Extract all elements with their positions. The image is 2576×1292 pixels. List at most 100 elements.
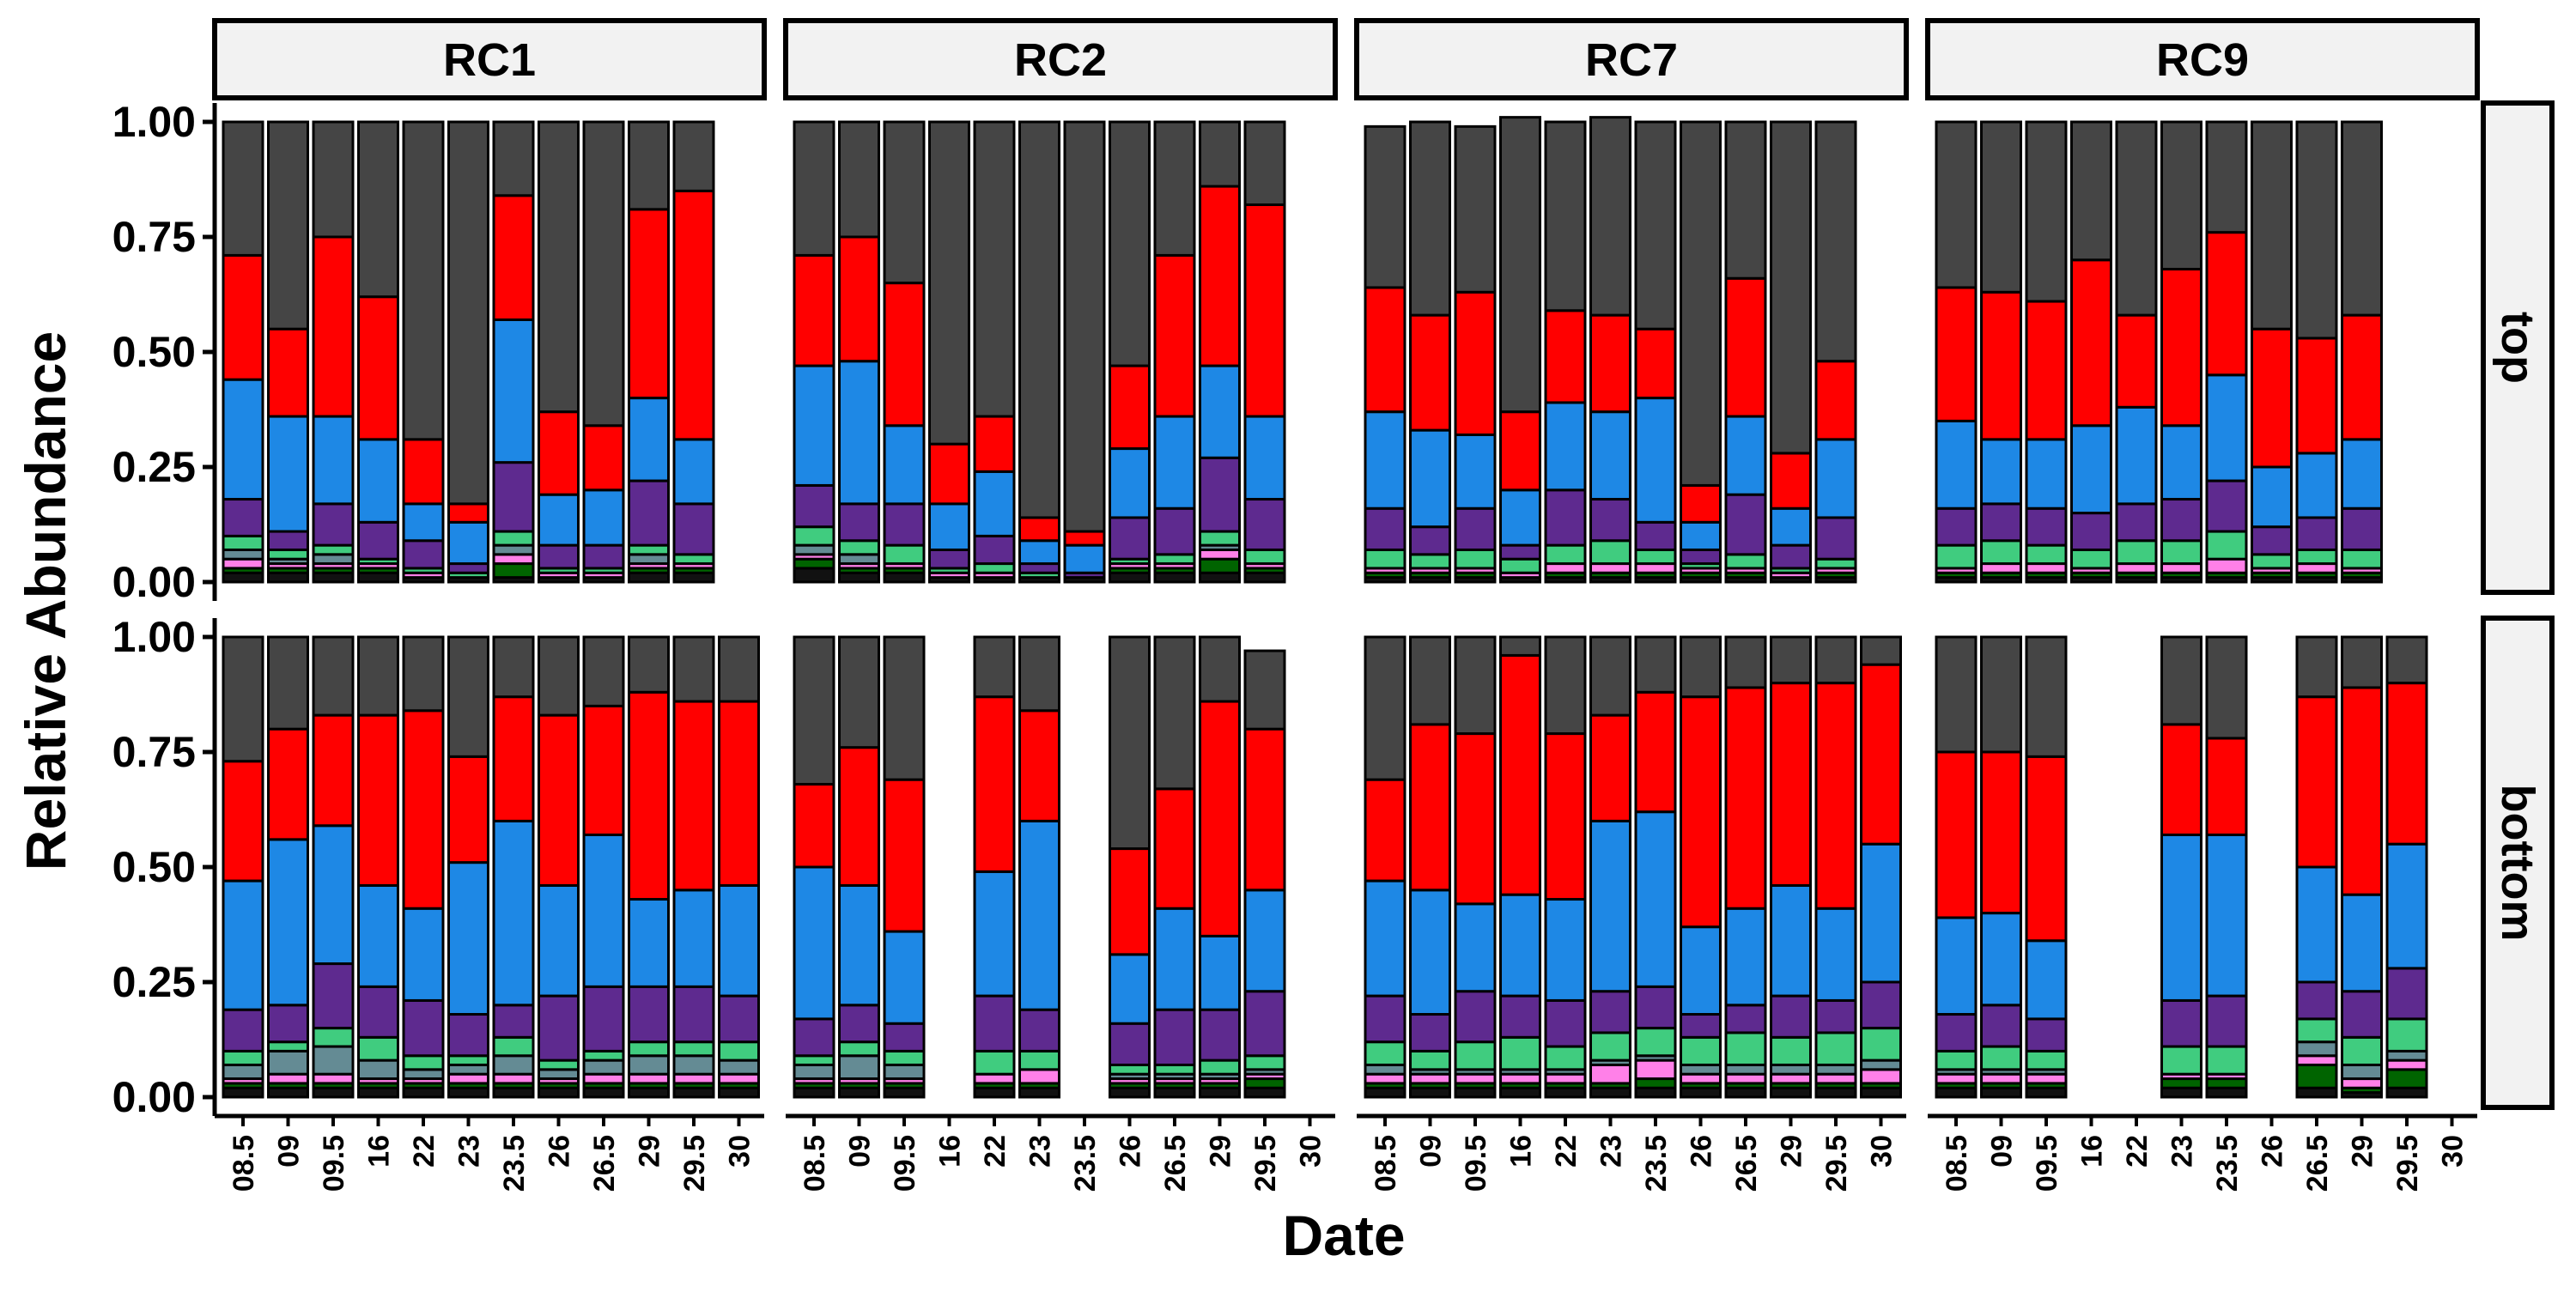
x-tick-label: 22 (2121, 1135, 2154, 1168)
bar-segment-purple (883, 502, 926, 547)
bar-segment-blue (447, 861, 489, 1016)
x-tick-label: 29.5 (1820, 1135, 1853, 1192)
bar-segment-gray (793, 635, 835, 786)
bar-segment-red (447, 755, 489, 864)
bar-segment-gray (2295, 635, 2338, 699)
x-tick-label: 08.5 (228, 1135, 260, 1192)
y-tick-label: 1.00 (112, 98, 196, 146)
bar-08.5 (222, 120, 264, 584)
bar-segment-red (2341, 686, 2383, 896)
bar-segment-gray (447, 635, 489, 758)
bar-segment-pink (1499, 1072, 1541, 1085)
bar-segment-green (628, 1040, 670, 1058)
bar-segment-dgreen (2385, 1068, 2428, 1089)
bar-segment-slate (628, 553, 670, 566)
bar-segment-black (1409, 1086, 1451, 1099)
x-tick-label: 26.5 (1159, 1135, 1192, 1192)
x-tick-label: 23 (2166, 1135, 2199, 1168)
bar-segment-red (1018, 709, 1060, 822)
bar-segment-blue (1544, 898, 1587, 1002)
bar-segment-slate (1364, 1063, 1406, 1076)
bar-segment-red (222, 760, 264, 883)
bar-segment-slate (883, 1063, 926, 1081)
bar-segment-green (1814, 1031, 1857, 1066)
x-tick-label: 23 (1024, 1135, 1057, 1168)
bar-segment-gray (1153, 635, 1196, 791)
bar-segment-purple (1544, 998, 1587, 1048)
bar-segment-red (1199, 185, 1241, 367)
bar-segment-purple (2251, 525, 2293, 556)
bar-16 (1499, 635, 1541, 1099)
bar-23 (447, 635, 489, 1099)
bar-segment-red (672, 189, 715, 441)
bar-segment-pink (2025, 1072, 2068, 1085)
bar-segment-purple (1770, 994, 1812, 1039)
bar-segment-red (628, 690, 670, 901)
x-tick-label: 08.5 (1370, 1135, 1402, 1192)
x-tick-label: 23 (1595, 1135, 1628, 1168)
panel-rc2-bottom (793, 635, 1286, 1099)
x-tick-label: 22 (979, 1135, 1012, 1168)
bar-segment-pink (1454, 1072, 1497, 1085)
bar-segment-slate (312, 553, 355, 566)
bar-09 (838, 635, 880, 1099)
bar-segment-purple (1018, 1008, 1060, 1052)
bar-segment-gray (2385, 635, 2428, 685)
bar-segment-red (672, 700, 715, 892)
bar-segment-purple (1770, 543, 1812, 570)
bar-09 (1980, 635, 2022, 1099)
bar-segment-dgreen (1634, 1077, 1677, 1089)
bar-segment-blue (1770, 883, 1812, 998)
bar-segment-green (1724, 1031, 1767, 1066)
bar-segment-black (883, 571, 926, 584)
y-tick-label: 0.25 (112, 443, 196, 491)
bar-segment-gray (1409, 635, 1451, 726)
bar-segment-black (402, 1086, 445, 1099)
bar-segment-red (1814, 682, 1857, 910)
bar-segment-red (2295, 337, 2338, 455)
bar-segment-black (2160, 1086, 2202, 1099)
bar-segment-green (883, 1049, 926, 1066)
bar-segment-pink (672, 1072, 715, 1085)
bar-segment-blue (793, 865, 835, 1021)
bar-segment-red (2025, 755, 2068, 943)
bar-segment-black (1153, 1086, 1196, 1099)
bar-segment-red (1724, 276, 1767, 418)
x-tick-label: 09 (1415, 1135, 1448, 1168)
bar-segment-gray (582, 635, 625, 707)
bar-segment-purple (883, 1022, 926, 1052)
bar-segment-black (793, 567, 835, 584)
bar-segment-black (1018, 1086, 1060, 1099)
bar-segment-black (628, 571, 670, 584)
bar-segment-purple (628, 985, 670, 1044)
bar-segment-gray (1153, 120, 1196, 257)
bar-segment-blue (1770, 506, 1812, 547)
bar-segment-red (1499, 653, 1541, 896)
bar-29 (1199, 120, 1241, 584)
bar-segment-gray (1980, 635, 2022, 754)
bar-segment-gray (2205, 635, 2248, 740)
bar-segment-dgreen (793, 557, 835, 570)
bar-16 (357, 635, 399, 1099)
bar-segment-purple (1454, 506, 1497, 551)
bar-29.5 (672, 120, 715, 584)
bar-segment-pink (582, 1072, 625, 1085)
bar-segment-red (312, 235, 355, 418)
bar-segment-green (267, 1040, 309, 1052)
bar-16 (928, 120, 970, 584)
x-tick-label: 16 (363, 1135, 396, 1168)
bar-segment-red (1544, 309, 1587, 404)
bar-segment-slate (582, 1058, 625, 1076)
bar-segment-red (2160, 723, 2202, 836)
bar-segment-purple (672, 985, 715, 1044)
bar-segment-slate (838, 553, 880, 566)
bar-segment-black (1364, 1086, 1406, 1099)
bar-segment-green (1153, 553, 1196, 566)
x-tick-label: 08.5 (799, 1135, 831, 1192)
x-tick-label: 09.5 (1460, 1135, 1492, 1192)
bar-29.5 (1243, 649, 1286, 1099)
bar-segment-pink (1634, 562, 1677, 574)
bar-29 (1770, 120, 1812, 584)
bar-segment-purple (1364, 506, 1406, 551)
bar-segment-purple (222, 498, 264, 537)
